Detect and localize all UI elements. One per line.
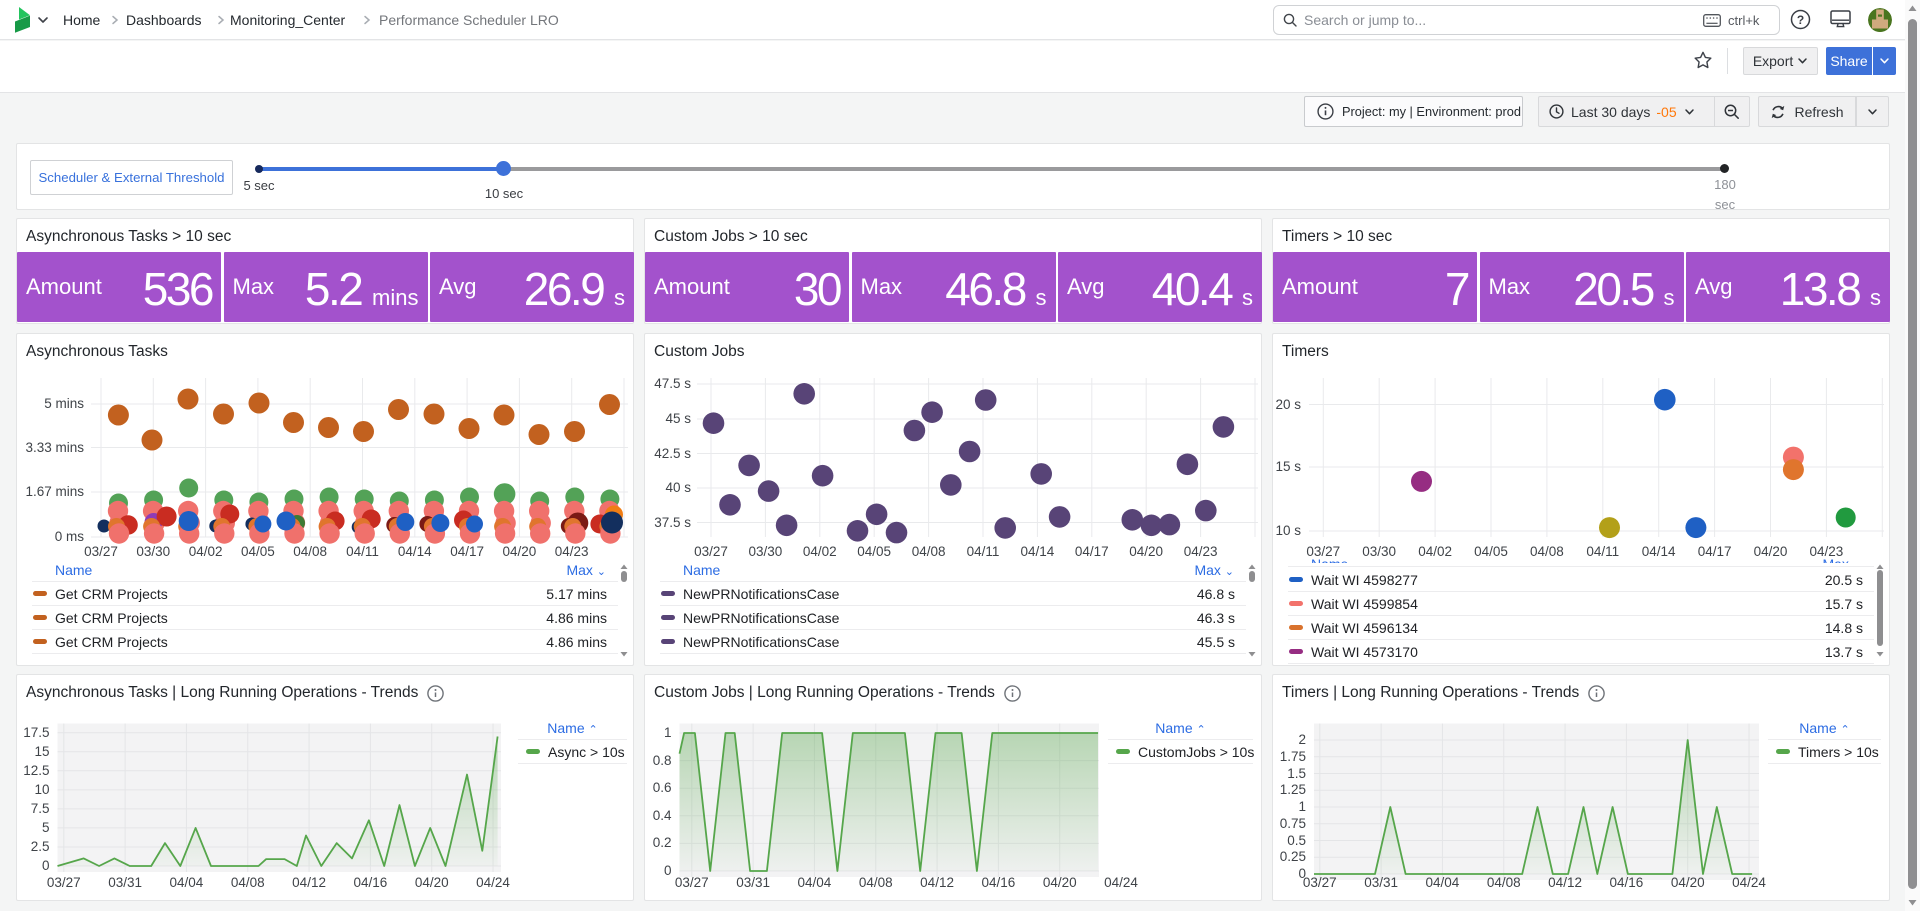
svg-text:?: ? — [1797, 13, 1804, 27]
